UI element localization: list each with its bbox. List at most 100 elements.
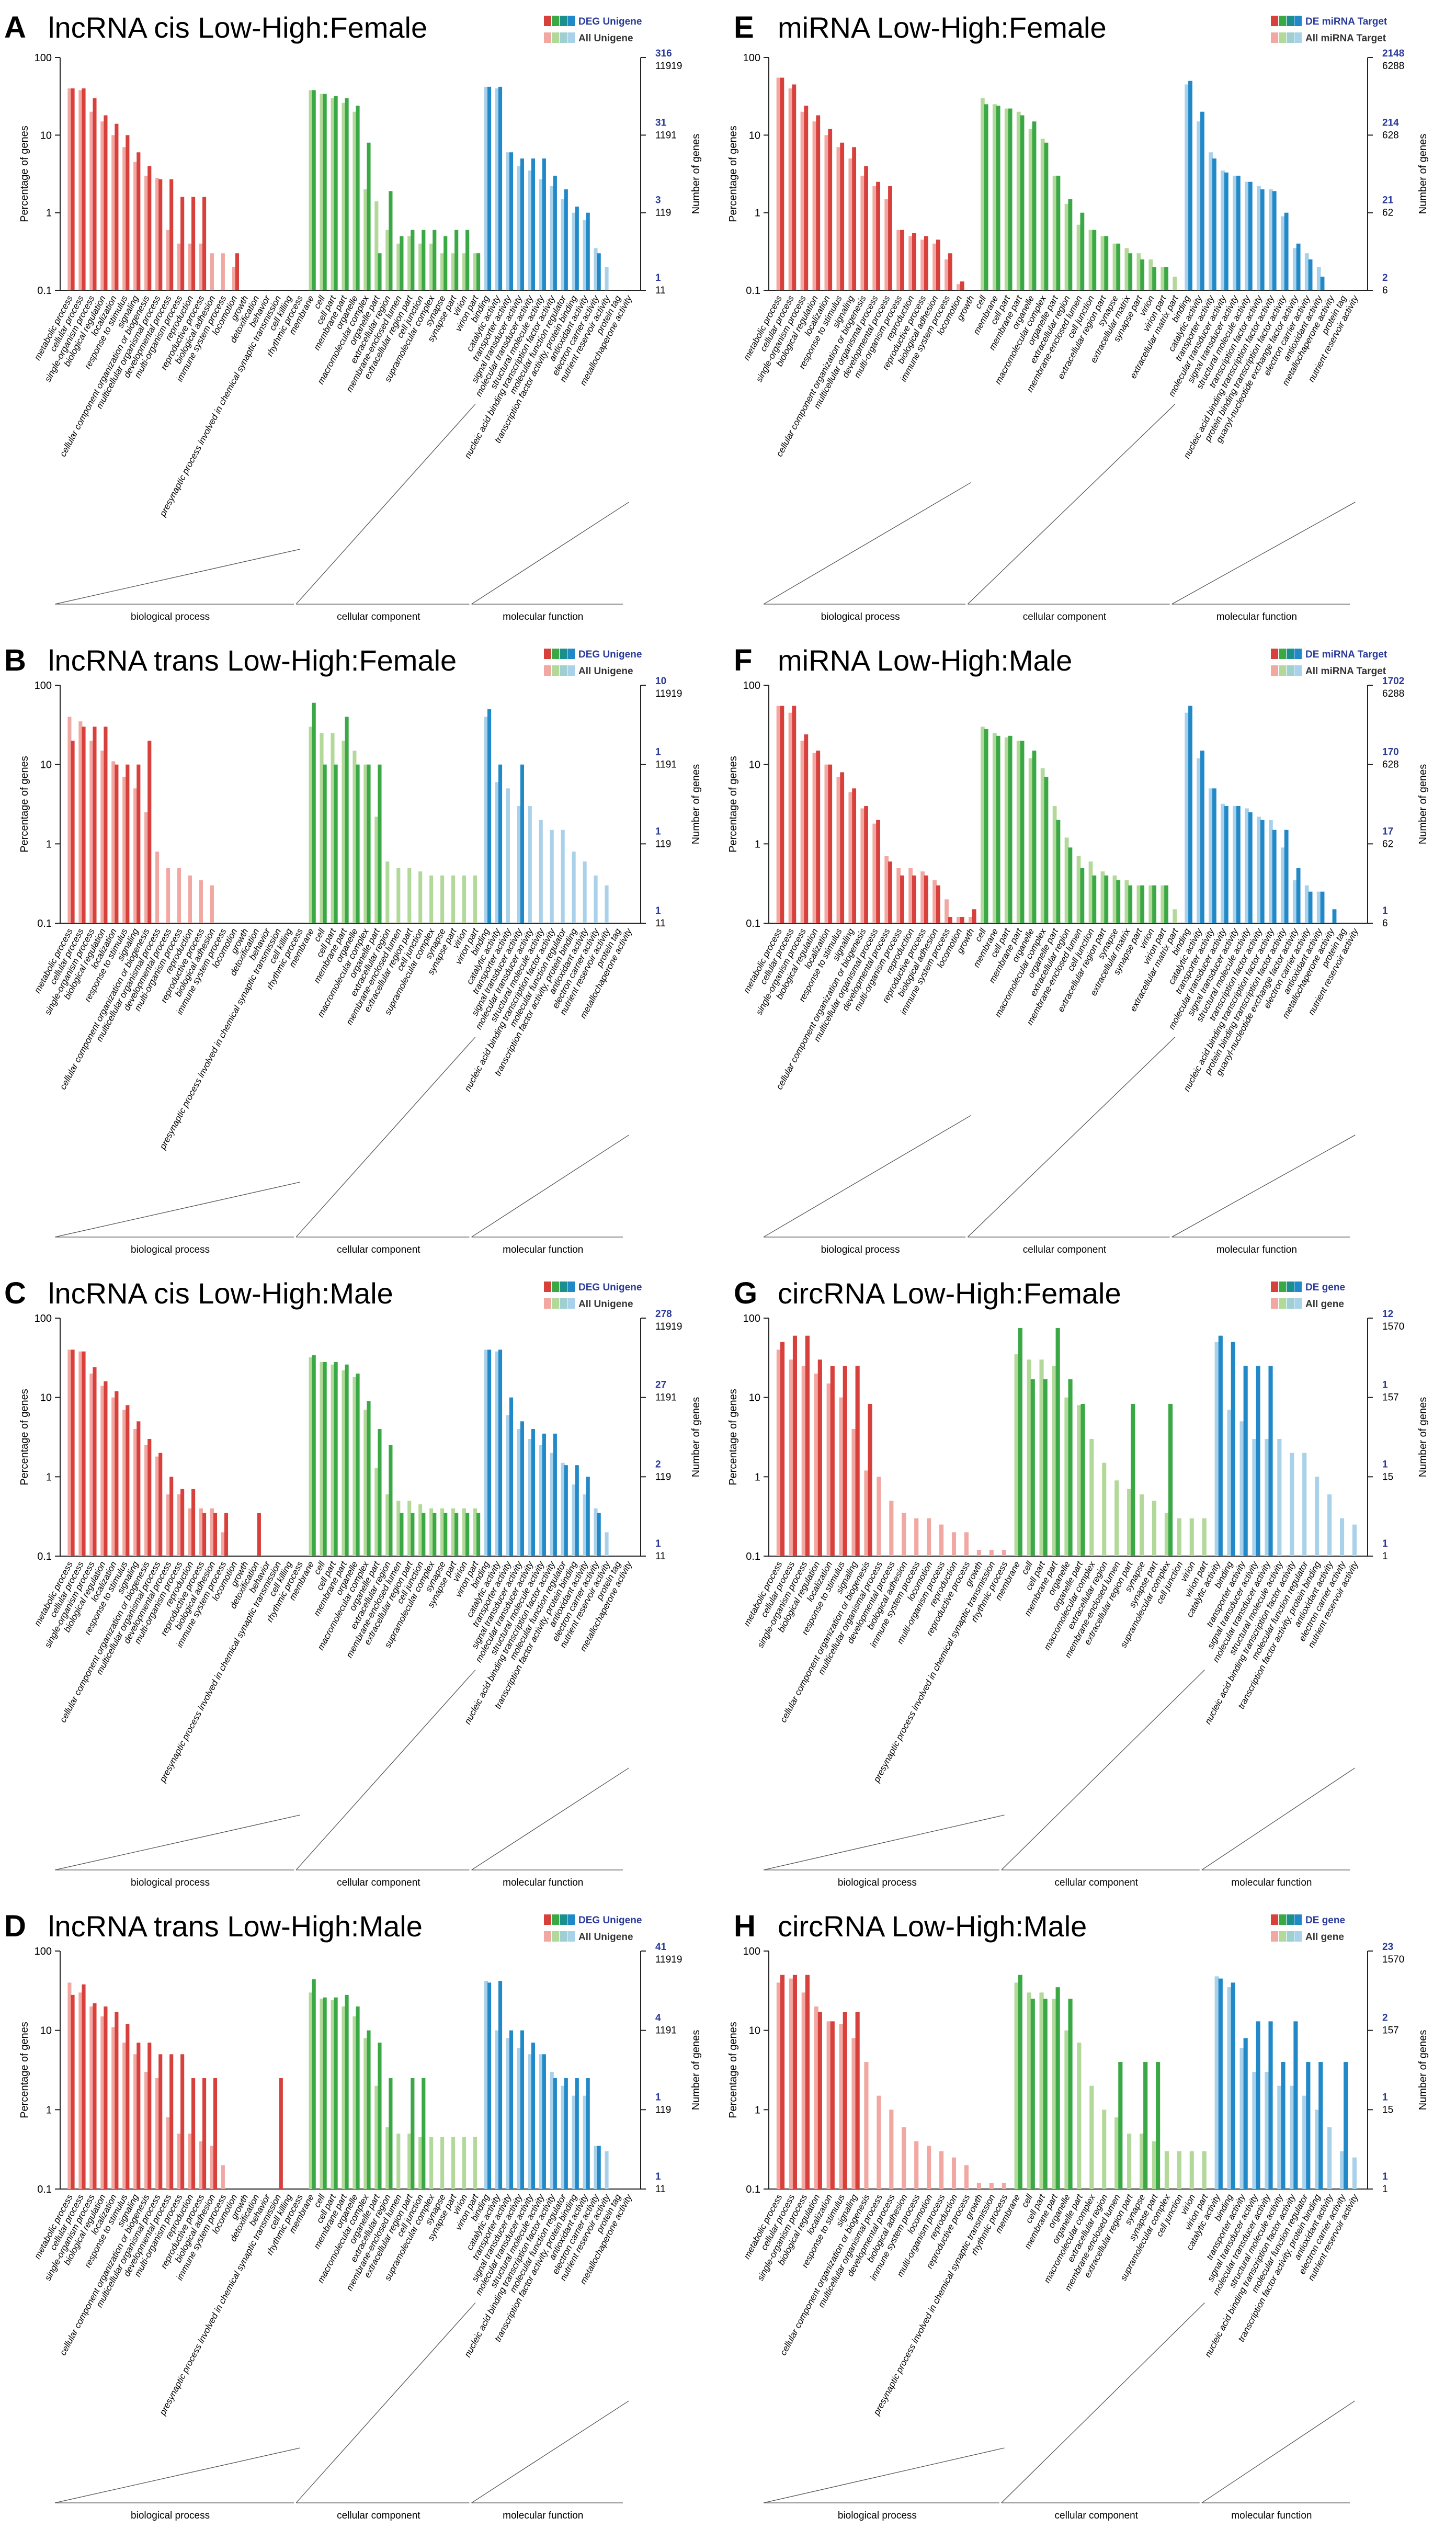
legend-label-all: All Unigene <box>578 1299 633 1310</box>
bar-all <box>1339 1518 1345 1556</box>
bar-de <box>367 142 371 290</box>
bar-all <box>1052 1999 1056 2189</box>
bar-de <box>830 2021 835 2189</box>
bar-all <box>889 2110 894 2189</box>
bar-all <box>605 2151 609 2189</box>
chart-title: miRNA Low-High:Male <box>778 644 1072 677</box>
right-tick-all: 119 <box>655 838 671 849</box>
bar-de <box>960 281 964 290</box>
bar-all <box>1352 1524 1357 1556</box>
bar-all <box>969 916 973 923</box>
bar-all <box>177 2133 181 2189</box>
legend-swatch-de <box>1294 1914 1302 1925</box>
bar-de <box>542 1433 546 1556</box>
bar-de <box>520 1421 525 1556</box>
bar-all <box>927 2146 931 2189</box>
right-tick-all: 119 <box>655 2104 671 2115</box>
right-tick-all: 11919 <box>655 61 682 72</box>
bar-all <box>1209 788 1213 923</box>
bar-de <box>257 1513 261 1556</box>
bar-all <box>517 1429 521 1556</box>
legend-swatch-all <box>567 1298 575 1309</box>
group-label: molecular function <box>503 1244 583 1255</box>
bar-all <box>539 820 543 923</box>
bar-all <box>1148 885 1153 923</box>
right-tick-de: 12 <box>1382 1309 1393 1320</box>
bar-de <box>553 1433 557 1556</box>
right-tick-all: 6288 <box>1382 688 1404 699</box>
y-tick-label: 1 <box>755 208 760 219</box>
bar-de <box>586 1477 590 1556</box>
right-tick-all: 1191 <box>655 1392 677 1403</box>
group-label: cellular component <box>337 1244 420 1255</box>
bar-all <box>473 2137 477 2189</box>
bar-all <box>939 2151 944 2189</box>
bar-all <box>396 2133 401 2189</box>
right-tick-all: 62 <box>1382 208 1393 219</box>
bar-all <box>320 1999 324 2189</box>
group-label: biological process <box>131 1244 210 1255</box>
bar-all <box>1292 880 1297 923</box>
right-tick-de: 1 <box>655 273 661 284</box>
bar-de <box>960 916 964 923</box>
bar-all <box>495 1351 499 1556</box>
bar-all <box>776 1982 781 2189</box>
panel-letter: D <box>4 1909 26 1943</box>
bar-all <box>188 2133 192 2189</box>
y-tick-label: 100 <box>743 52 760 64</box>
group-bracket <box>967 404 1176 605</box>
right-tick-de: 1 <box>655 747 661 758</box>
bar-de <box>948 253 952 290</box>
right-tick-all: 11 <box>655 2184 666 2195</box>
bar-de <box>180 197 185 290</box>
bar-de <box>82 727 86 923</box>
bar-de <box>1284 212 1289 290</box>
legend-swatch-de <box>1294 16 1302 26</box>
bar-all <box>517 2048 521 2189</box>
y-tick-label: 100 <box>743 1313 760 1324</box>
bar-all <box>352 750 357 923</box>
bar-all <box>884 856 889 923</box>
group-label: biological process <box>131 611 210 622</box>
legend-swatch-de <box>1279 1914 1286 1925</box>
bar-all <box>407 236 412 290</box>
bar-all <box>877 2095 881 2189</box>
panel-letter: G <box>734 1276 757 1310</box>
bar-all <box>920 240 925 290</box>
bar-de <box>1188 706 1192 923</box>
bar-all <box>440 2137 445 2189</box>
bar-all <box>528 170 532 290</box>
bar-de <box>1320 276 1325 290</box>
y-tick-label: 1 <box>755 838 760 850</box>
right-tick-de: 21 <box>1382 195 1394 206</box>
bar-all <box>1302 1453 1307 1556</box>
panel-letter: H <box>734 1909 756 1943</box>
bar-de <box>1092 875 1097 923</box>
bar-de <box>378 2043 382 2189</box>
bar-de <box>900 230 904 290</box>
group-label: cellular component <box>1023 611 1107 622</box>
bar-all <box>776 1350 781 1556</box>
bar-de <box>498 86 503 290</box>
legend-label-all: All Unigene <box>578 666 633 677</box>
right-tick-all: 1 <box>1382 1551 1388 1562</box>
bar-all <box>1152 1500 1157 1556</box>
bar-all <box>1316 267 1321 290</box>
bar-all <box>473 1508 477 1556</box>
bar-all <box>407 867 412 923</box>
bar-de <box>1068 1999 1073 2189</box>
bar-all <box>932 880 937 923</box>
bar-all <box>1257 817 1261 923</box>
bar-all <box>1076 856 1081 923</box>
legend-swatch-de <box>1294 649 1302 659</box>
legend-swatch-all <box>1294 32 1302 43</box>
bar-de <box>191 197 196 290</box>
bar-all <box>539 2054 543 2189</box>
bar-de <box>509 2030 514 2189</box>
bar-de <box>71 88 75 290</box>
bar-all <box>605 1532 609 1556</box>
group-bracket <box>295 404 476 605</box>
bar-all <box>177 243 181 290</box>
bar-de <box>1212 158 1216 290</box>
